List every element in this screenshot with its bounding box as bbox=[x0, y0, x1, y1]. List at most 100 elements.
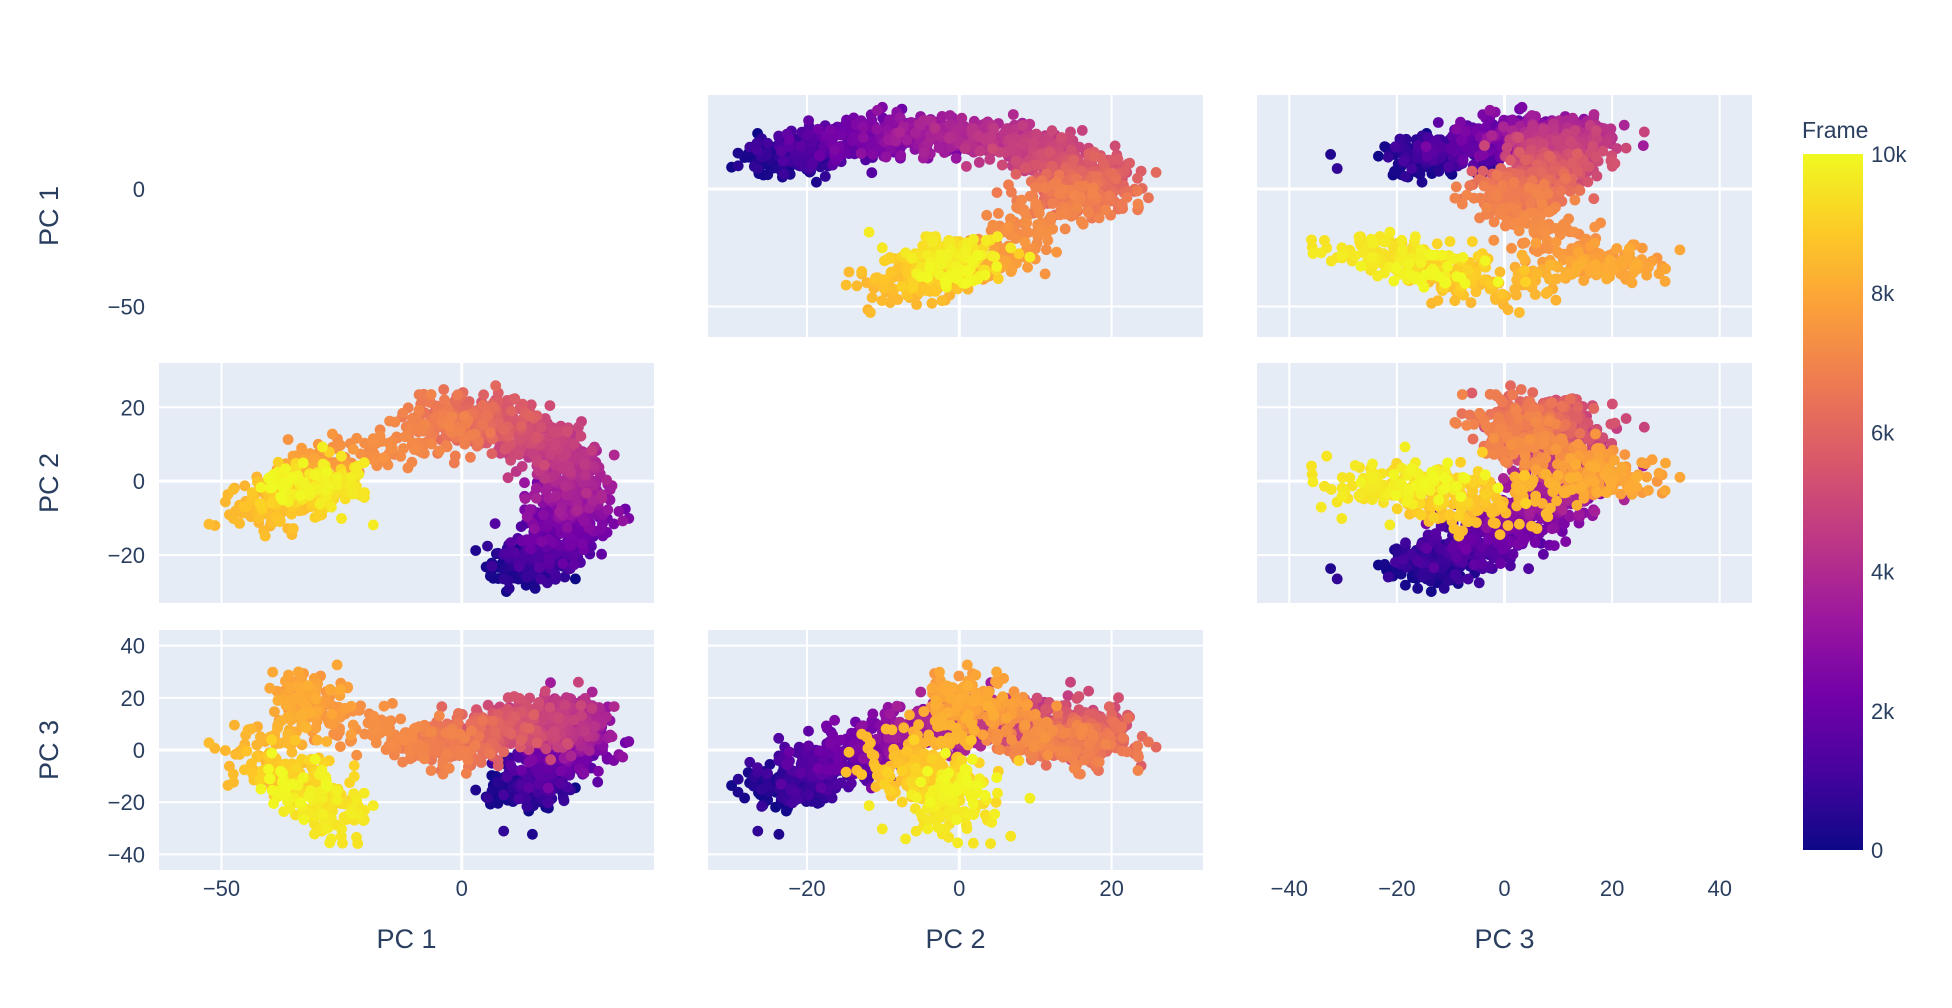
scatter-point bbox=[477, 419, 489, 430]
scatter-point bbox=[458, 410, 470, 422]
scatter-point bbox=[525, 399, 537, 411]
scatter-point bbox=[282, 434, 294, 445]
scatter-point bbox=[203, 518, 215, 530]
scatter-point bbox=[1457, 154, 1469, 166]
scatter-point bbox=[1565, 136, 1577, 147]
scatter-point bbox=[287, 523, 299, 534]
scatter-point bbox=[1486, 130, 1498, 141]
scatter-point bbox=[1477, 165, 1489, 177]
scatter-point bbox=[1315, 247, 1327, 259]
scatter-point bbox=[409, 444, 420, 455]
scatter-point bbox=[513, 561, 525, 572]
scatter-point bbox=[1040, 244, 1052, 256]
scatter-point bbox=[876, 295, 888, 306]
scatter-point bbox=[880, 151, 892, 163]
scatter-point bbox=[991, 187, 1003, 199]
scatter-point bbox=[1398, 155, 1410, 167]
scatter-point bbox=[940, 276, 951, 288]
scatter-point bbox=[1541, 235, 1553, 247]
scatter-point bbox=[1496, 182, 1507, 194]
scatter-point bbox=[894, 112, 906, 123]
scatter-point bbox=[1132, 198, 1144, 210]
scatter-point bbox=[773, 130, 785, 142]
scatter-point bbox=[987, 143, 998, 155]
scatter-point bbox=[863, 226, 875, 238]
scatter-point bbox=[895, 150, 907, 162]
scatter-point bbox=[1076, 216, 1087, 228]
scatter-point bbox=[1019, 236, 1031, 248]
scatter-point bbox=[596, 489, 607, 501]
scatter-point bbox=[1572, 165, 1583, 177]
scatter-point bbox=[972, 249, 984, 261]
scatter-point bbox=[901, 134, 913, 146]
scatter-point bbox=[1005, 242, 1017, 254]
scatter-point bbox=[1059, 223, 1071, 235]
scatter-point bbox=[573, 421, 584, 433]
scatter-point bbox=[1088, 150, 1100, 162]
scatter-point bbox=[1502, 304, 1514, 316]
scatter-point bbox=[1416, 176, 1428, 188]
scatter-point bbox=[1532, 246, 1543, 257]
scatter-point bbox=[1421, 150, 1433, 162]
scatter-point bbox=[1543, 206, 1555, 218]
scatter-point bbox=[525, 536, 536, 548]
scatter-point bbox=[1481, 201, 1492, 213]
points-group bbox=[203, 380, 635, 597]
scatter-point bbox=[921, 285, 933, 296]
panel-pc1-vs-pc3 bbox=[1257, 95, 1752, 337]
scatter-point bbox=[1556, 226, 1567, 238]
scatter-point bbox=[775, 145, 787, 157]
scatter-point bbox=[378, 452, 390, 463]
scatter-point bbox=[918, 147, 930, 158]
scatter-point bbox=[1010, 155, 1022, 167]
scatter-point bbox=[1542, 188, 1554, 200]
scatter-point bbox=[1520, 276, 1531, 288]
scatter-point bbox=[1406, 163, 1418, 174]
scatter-point bbox=[1124, 157, 1135, 169]
scatter-point bbox=[239, 501, 250, 512]
scatter-point bbox=[1432, 117, 1444, 128]
scatter-point bbox=[1024, 190, 1036, 202]
scatter-point bbox=[1132, 185, 1143, 197]
scatter-point bbox=[1087, 188, 1098, 200]
scatter-point bbox=[572, 504, 584, 516]
scatter-point bbox=[581, 487, 592, 499]
scatter-point bbox=[557, 558, 569, 569]
scatter-point bbox=[490, 380, 502, 392]
scatter-point bbox=[1466, 236, 1478, 247]
scatter-point bbox=[944, 110, 956, 121]
scatter-point bbox=[922, 272, 933, 283]
scatter-point bbox=[1017, 120, 1029, 131]
scatter-point bbox=[1448, 253, 1460, 264]
scatter-point bbox=[1396, 244, 1408, 256]
scatter-point bbox=[608, 518, 620, 530]
scatter-point bbox=[961, 161, 972, 172]
scatter-point bbox=[433, 445, 445, 457]
scatter-point bbox=[602, 504, 614, 516]
scatter-point bbox=[484, 427, 496, 439]
scatter-point bbox=[1514, 146, 1525, 158]
scatter-point bbox=[1498, 121, 1509, 133]
scatter-point bbox=[516, 461, 528, 472]
scatter-point bbox=[1021, 217, 1032, 229]
scatter-point bbox=[1590, 151, 1602, 163]
scatter-point bbox=[1450, 181, 1462, 193]
scatter-point bbox=[1325, 149, 1336, 160]
scatter-point bbox=[1132, 172, 1143, 184]
scatter-point bbox=[1589, 259, 1601, 271]
scatter-point bbox=[1525, 198, 1536, 209]
panel-pc1-vs-pc2 bbox=[708, 95, 1203, 337]
scatter-point bbox=[530, 483, 542, 494]
scatter-point bbox=[1462, 264, 1474, 276]
scatter-point bbox=[777, 155, 789, 167]
scatter-point bbox=[406, 456, 418, 468]
scatter-point bbox=[561, 426, 573, 437]
scatter-point bbox=[1367, 237, 1379, 249]
scatter-point bbox=[1494, 266, 1506, 278]
scatter-point bbox=[1620, 142, 1632, 154]
scatter-point bbox=[549, 439, 561, 451]
scatter-point bbox=[604, 494, 616, 506]
scatter-point bbox=[930, 286, 941, 297]
scatter-point bbox=[1578, 275, 1590, 286]
scatter-point bbox=[613, 506, 625, 517]
